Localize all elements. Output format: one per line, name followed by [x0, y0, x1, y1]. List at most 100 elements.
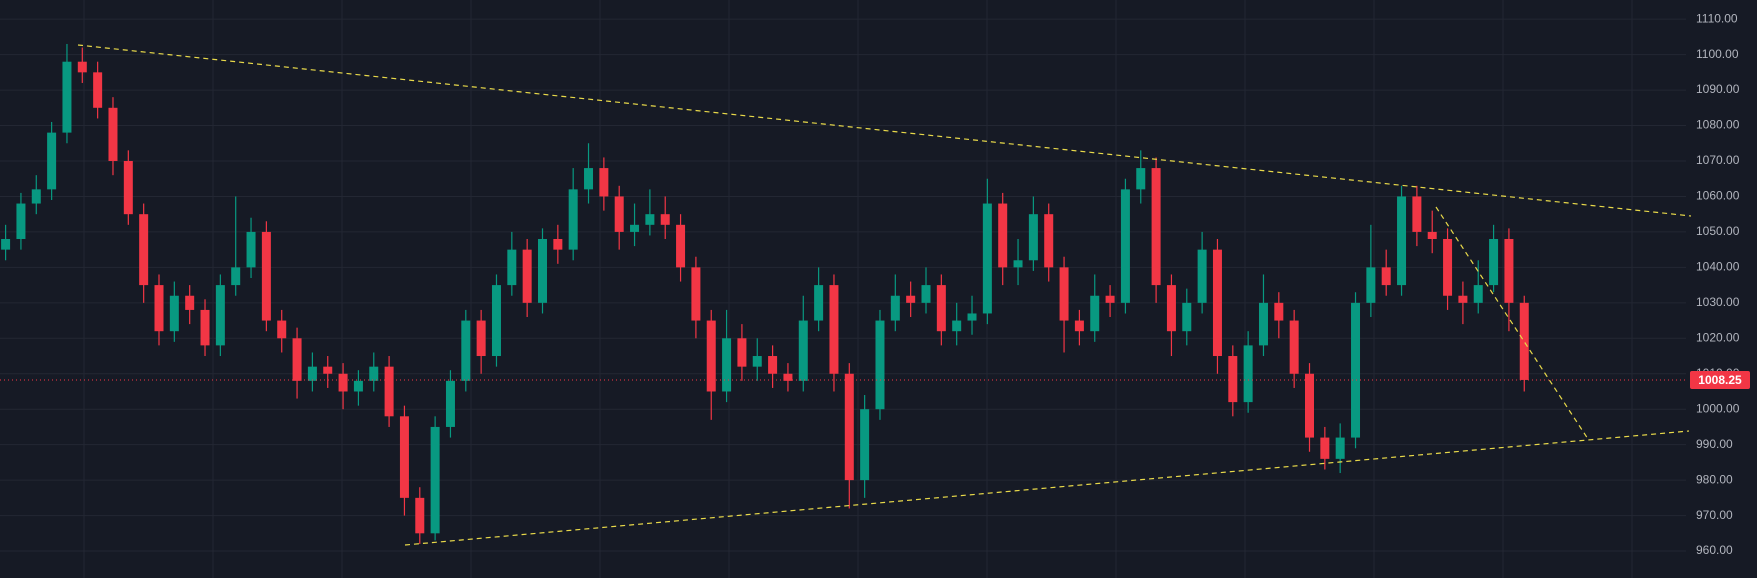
candle-body: [139, 214, 149, 286]
candle-body: [1013, 260, 1023, 268]
candle-body: [691, 267, 701, 321]
candle-body: [1320, 437, 1330, 459]
candle-body: [169, 295, 179, 332]
candle-body: [353, 380, 363, 392]
last-price-badge: [1690, 370, 1750, 389]
y-tick-label: 1100.00: [1696, 47, 1739, 61]
candle-body: [1427, 231, 1437, 240]
y-tick-label: 1040.00: [1696, 260, 1740, 274]
candle-body: [1243, 345, 1253, 403]
candle-body: [307, 366, 317, 381]
candle-body: [752, 356, 762, 367]
candle-body: [338, 373, 348, 392]
candle-body: [952, 320, 962, 332]
candle-body: [16, 203, 26, 240]
y-tick-label: 1030.00: [1696, 295, 1740, 309]
candle-body: [430, 426, 440, 534]
candle-body: [1182, 302, 1192, 332]
y-tick-label: 1110.00: [1696, 11, 1738, 25]
candle-body: [384, 366, 394, 417]
candle-body: [1228, 356, 1238, 403]
candle-body: [415, 497, 425, 534]
candle-body: [614, 196, 624, 232]
candle-body: [706, 320, 716, 392]
candle-body: [875, 320, 885, 410]
candle-body: [185, 295, 195, 310]
candle-body: [1044, 214, 1054, 268]
candle-body: [1289, 320, 1299, 374]
candle-body: [1136, 168, 1146, 190]
candle-body: [1397, 196, 1407, 286]
candle-body: [722, 338, 732, 392]
y-tick-label: 1060.00: [1696, 189, 1740, 203]
candle-body: [246, 231, 256, 268]
candle-body: [860, 409, 870, 481]
candle-body: [1473, 285, 1483, 303]
candle-body: [77, 61, 87, 73]
plot: [0, 18, 1686, 552]
candle-body: [936, 285, 946, 332]
candle-body: [1519, 302, 1529, 380]
candle-body: [538, 239, 547, 303]
candle-body: [1197, 249, 1207, 303]
candle-body: [660, 214, 670, 225]
candle-body: [476, 320, 486, 357]
candle-body: [261, 231, 271, 321]
candle-body: [1351, 302, 1361, 438]
y-tick-label: 1090.00: [1696, 82, 1740, 96]
candle-body: [1151, 168, 1161, 286]
candle-body: [584, 168, 594, 190]
candle-body: [47, 132, 57, 190]
candle-body: [630, 224, 640, 232]
candle-body: [123, 160, 133, 215]
trendline: [1435, 206, 1589, 440]
candle-body: [798, 320, 808, 381]
candle-body: [844, 373, 854, 481]
candle-body: [1443, 239, 1453, 296]
trendline: [77, 44, 1692, 217]
candle-body: [1059, 267, 1069, 321]
candle-body: [461, 320, 471, 381]
candle-body: [323, 366, 333, 374]
candle-body: [1090, 295, 1100, 332]
y-tick-label: 1020.00: [1696, 330, 1740, 344]
candle-body: [1412, 196, 1422, 232]
candle-body: [1305, 373, 1314, 438]
candle-body: [1489, 239, 1499, 286]
y-tick-label: 960.00: [1696, 543, 1733, 557]
trendline: [404, 430, 1690, 546]
candle-body: [292, 338, 302, 381]
candle-body: [737, 338, 747, 367]
candle-body: [1028, 214, 1038, 261]
candle-body: [491, 285, 501, 357]
candle-body: [215, 285, 225, 346]
candle-body: [93, 72, 103, 108]
candle-body: [277, 320, 287, 339]
candle-body: [814, 285, 824, 321]
candle-body: [154, 285, 164, 332]
last-price-label: 1008.25: [1698, 373, 1742, 387]
candle-body: [399, 416, 409, 498]
candle-body: [1212, 249, 1222, 357]
candle-body: [1074, 320, 1084, 332]
candle-body: [31, 189, 41, 204]
candle-body: [200, 309, 210, 346]
y-tick-label: 1000.00: [1696, 401, 1740, 415]
y-tick-label: 1070.00: [1696, 153, 1740, 167]
y-tick-label: 970.00: [1696, 508, 1733, 522]
candle-body: [829, 285, 839, 374]
candle-body: [1335, 437, 1345, 459]
candle-body: [1274, 302, 1284, 321]
candle-body: [1166, 285, 1176, 332]
y-tick-label: 990.00: [1696, 437, 1733, 451]
price-axis: 960.00970.00980.00990.001000.001010.0010…: [1690, 11, 1750, 557]
candle-body: [783, 373, 793, 381]
candle-body: [507, 249, 517, 286]
y-tick-label: 980.00: [1696, 472, 1733, 486]
candle-body: [1504, 239, 1514, 303]
candle-body: [768, 356, 778, 374]
candle-body: [1381, 267, 1391, 286]
